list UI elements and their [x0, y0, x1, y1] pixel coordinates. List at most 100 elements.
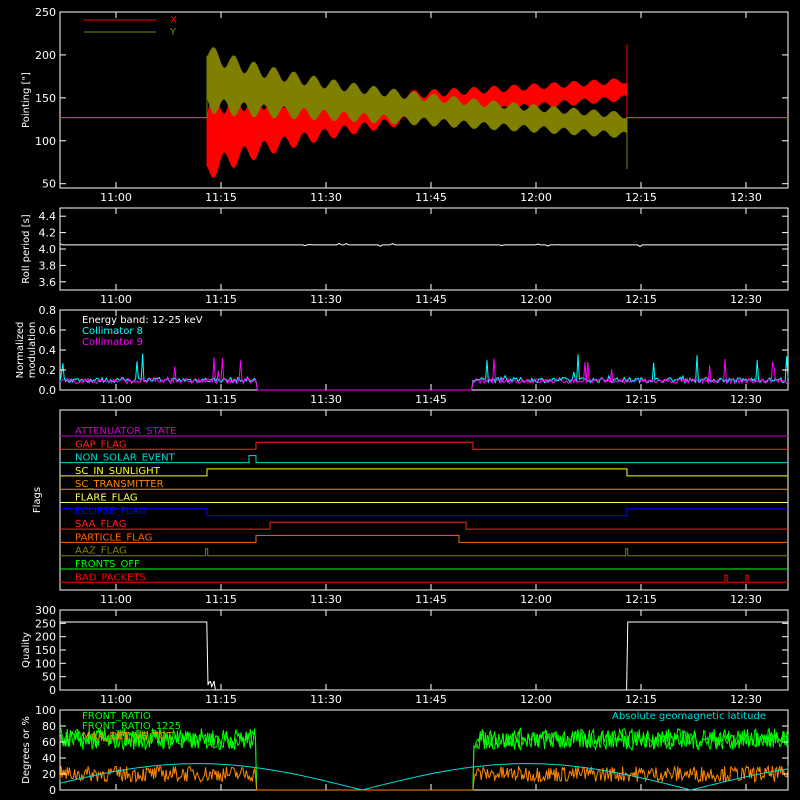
x-tick-label: 11:30: [310, 393, 342, 406]
y-tick-label: 50: [42, 178, 56, 191]
flags-x-ticks: 11:00 11:15 11:30 11:45 12:00 12:15 12:30: [100, 410, 762, 606]
x-tick-label: 11:15: [205, 293, 237, 306]
flag-line-non-solar-event: [60, 455, 788, 464]
y-tick-label: 3.6: [39, 276, 57, 289]
x-tick-label: 11:15: [205, 693, 237, 706]
flags-panel: ATTENUATOR_STATE GAP_FLAG NON_SOLAR_EVENT S…: [32, 409, 789, 606]
rates-line-max-det-vs-tot: [59, 764, 789, 791]
y-tick-label: 4.2: [39, 227, 57, 240]
flag-label-aaz-flag: AAZ_FLAG: [75, 546, 127, 557]
x-tick-label: 11:45: [415, 693, 447, 706]
x-tick-label: 11:00: [100, 293, 132, 306]
modulation-ylabel-1: Normalized: [15, 322, 26, 379]
roll-panel: 3.6 3.8 4.0 4.2 4.4 11:00 11:15 11:30 11:45 12:0…: [21, 207, 789, 306]
modulation-annotation: Energy band: 12-25 keV: [82, 315, 203, 326]
flag-line-eclipse-flag: [60, 508, 788, 517]
pointing-frame: [59, 11, 789, 189]
x-tick-label: 11:45: [415, 593, 447, 606]
x-tick-label: 11:00: [100, 693, 132, 706]
x-tick-label: 11:30: [310, 693, 342, 706]
x-tick-label: 12:00: [520, 191, 552, 204]
y-tick-label: 20: [42, 768, 56, 781]
legend-label-x: X: [170, 15, 177, 26]
modulation-legend-c8: Collimator 8: [82, 326, 143, 337]
flag-label-saa-flag: SAA_FLAG: [75, 519, 126, 530]
y-tick-label: 150: [35, 644, 56, 657]
modulation-y-ticks: 0.0 0.2 0.4 0.6 0.8: [39, 304, 788, 397]
quality-series: [60, 621, 788, 691]
y-tick-label: 4.0: [39, 243, 57, 256]
x-tick-label: 11:15: [205, 393, 237, 406]
flag-line-bad-packets: [60, 574, 788, 583]
y-tick-label: 250: [35, 6, 56, 19]
flag-label-eclipse-flag: ECLIPSE_FLAG: [75, 506, 146, 517]
flag-line-aaz-flag: [60, 548, 788, 557]
pointing-x-ticks: 11:00 11:15 11:30 11:45 12:00 12:15 12:30: [100, 12, 762, 204]
y-tick-label: 80: [42, 720, 56, 733]
rates-y-ticks: 0 20 40 60 80 100: [35, 704, 788, 797]
x-tick-label: 11:45: [415, 191, 447, 204]
flag-line-particle-flag: [60, 534, 788, 543]
flag-label-gap-flag: GAP_FLAG: [75, 439, 127, 450]
x-tick-label: 12:15: [625, 693, 657, 706]
x-tick-label: 12:30: [730, 693, 762, 706]
y-tick-label: 60: [42, 736, 56, 749]
roll-ylabel: Roll period [s]: [21, 214, 32, 283]
y-tick-label: 4.4: [39, 210, 57, 223]
quality-line: [60, 621, 788, 691]
x-tick-label: 11:00: [100, 593, 132, 606]
quality-x-ticks: 11:00 11:15 11:30 11:45 12:00 12:15 12:30: [100, 610, 762, 706]
y-tick-label: 200: [35, 631, 56, 644]
x-tick-label: 11:45: [415, 293, 447, 306]
rates-legend-front-ratio-1225: FRONT_RATIO_1225: [82, 721, 181, 732]
y-tick-label: 150: [35, 92, 56, 105]
pointing-ylabel: Pointing ["]: [21, 72, 32, 128]
rates-line-geomagnetic-latitude: [59, 763, 789, 791]
x-tick-label: 12:30: [730, 191, 762, 204]
flag-label-attenuator-state: ATTENUATOR_STATE: [75, 426, 176, 437]
quality-ylabel: Quality: [21, 632, 32, 668]
flag-label-fronts-off: FRONTS_OFF: [75, 559, 140, 570]
flag-label-sc-transmitter: SC_TRANSMITTER: [75, 479, 164, 490]
x-tick-label: 11:15: [205, 191, 237, 204]
flag-line-sc-in-sunlight: [60, 468, 788, 477]
pointing-legend: XY: [84, 15, 177, 38]
x-tick-label: 12:00: [520, 593, 552, 606]
modulation-x-ticks: 11:00 11:15 11:30 11:45 12:00 12:15 12:30: [100, 310, 762, 406]
rates-series: [59, 727, 789, 791]
y-tick-label: 0.8: [39, 304, 57, 317]
y-tick-label: 50: [42, 671, 56, 684]
legend-label-y: Y: [169, 27, 177, 38]
x-tick-label: 11:15: [205, 593, 237, 606]
x-tick-label: 11:30: [310, 593, 342, 606]
x-tick-label: 11:30: [310, 293, 342, 306]
y-tick-label: 0.4: [39, 344, 57, 357]
flag-label-flare-flag: FLARE_FLAG: [75, 493, 138, 504]
y-tick-label: 300: [35, 604, 56, 617]
flag-line-saa-flag: [60, 521, 788, 530]
y-tick-label: 0.2: [39, 364, 57, 377]
roll-frame: [59, 207, 789, 291]
pointing-panel: 50 100 150 200 250 11:00 11:15 11:30 11:45 12:00…: [21, 6, 789, 204]
flag-label-bad-packets: BAD_PACKETS: [75, 572, 146, 583]
flag-label-non-solar-event: NON_SOLAR_EVENT: [75, 453, 176, 464]
modulation-line-8: [59, 353, 789, 391]
y-tick-label: 100: [35, 135, 56, 148]
roll-series: [59, 242, 788, 248]
x-tick-label: 12:00: [520, 393, 552, 406]
flag-label-particle-flag: PARTICLE_FLAG: [75, 532, 152, 543]
rates-legend-max-det: MAX_DET_VS_TOT: [82, 731, 174, 742]
rates-ylabel: Degrees or %: [21, 716, 32, 784]
pointing-line-y: [60, 47, 788, 170]
roll-line: [59, 242, 788, 248]
y-tick-label: 0: [49, 784, 56, 797]
modulation-ylabel-2: modulation: [27, 322, 38, 379]
roll-y-ticks: 3.6 3.8 4.0 4.2 4.4: [39, 210, 788, 289]
flags-ylabel: Flags: [32, 487, 43, 513]
y-tick-label: 100: [35, 657, 56, 670]
roll-x-ticks: 11:00 11:15 11:30 11:45 12:00 12:15 12:30: [100, 208, 762, 306]
modulation-line-9: [59, 357, 789, 391]
modulation-series: [59, 353, 789, 391]
